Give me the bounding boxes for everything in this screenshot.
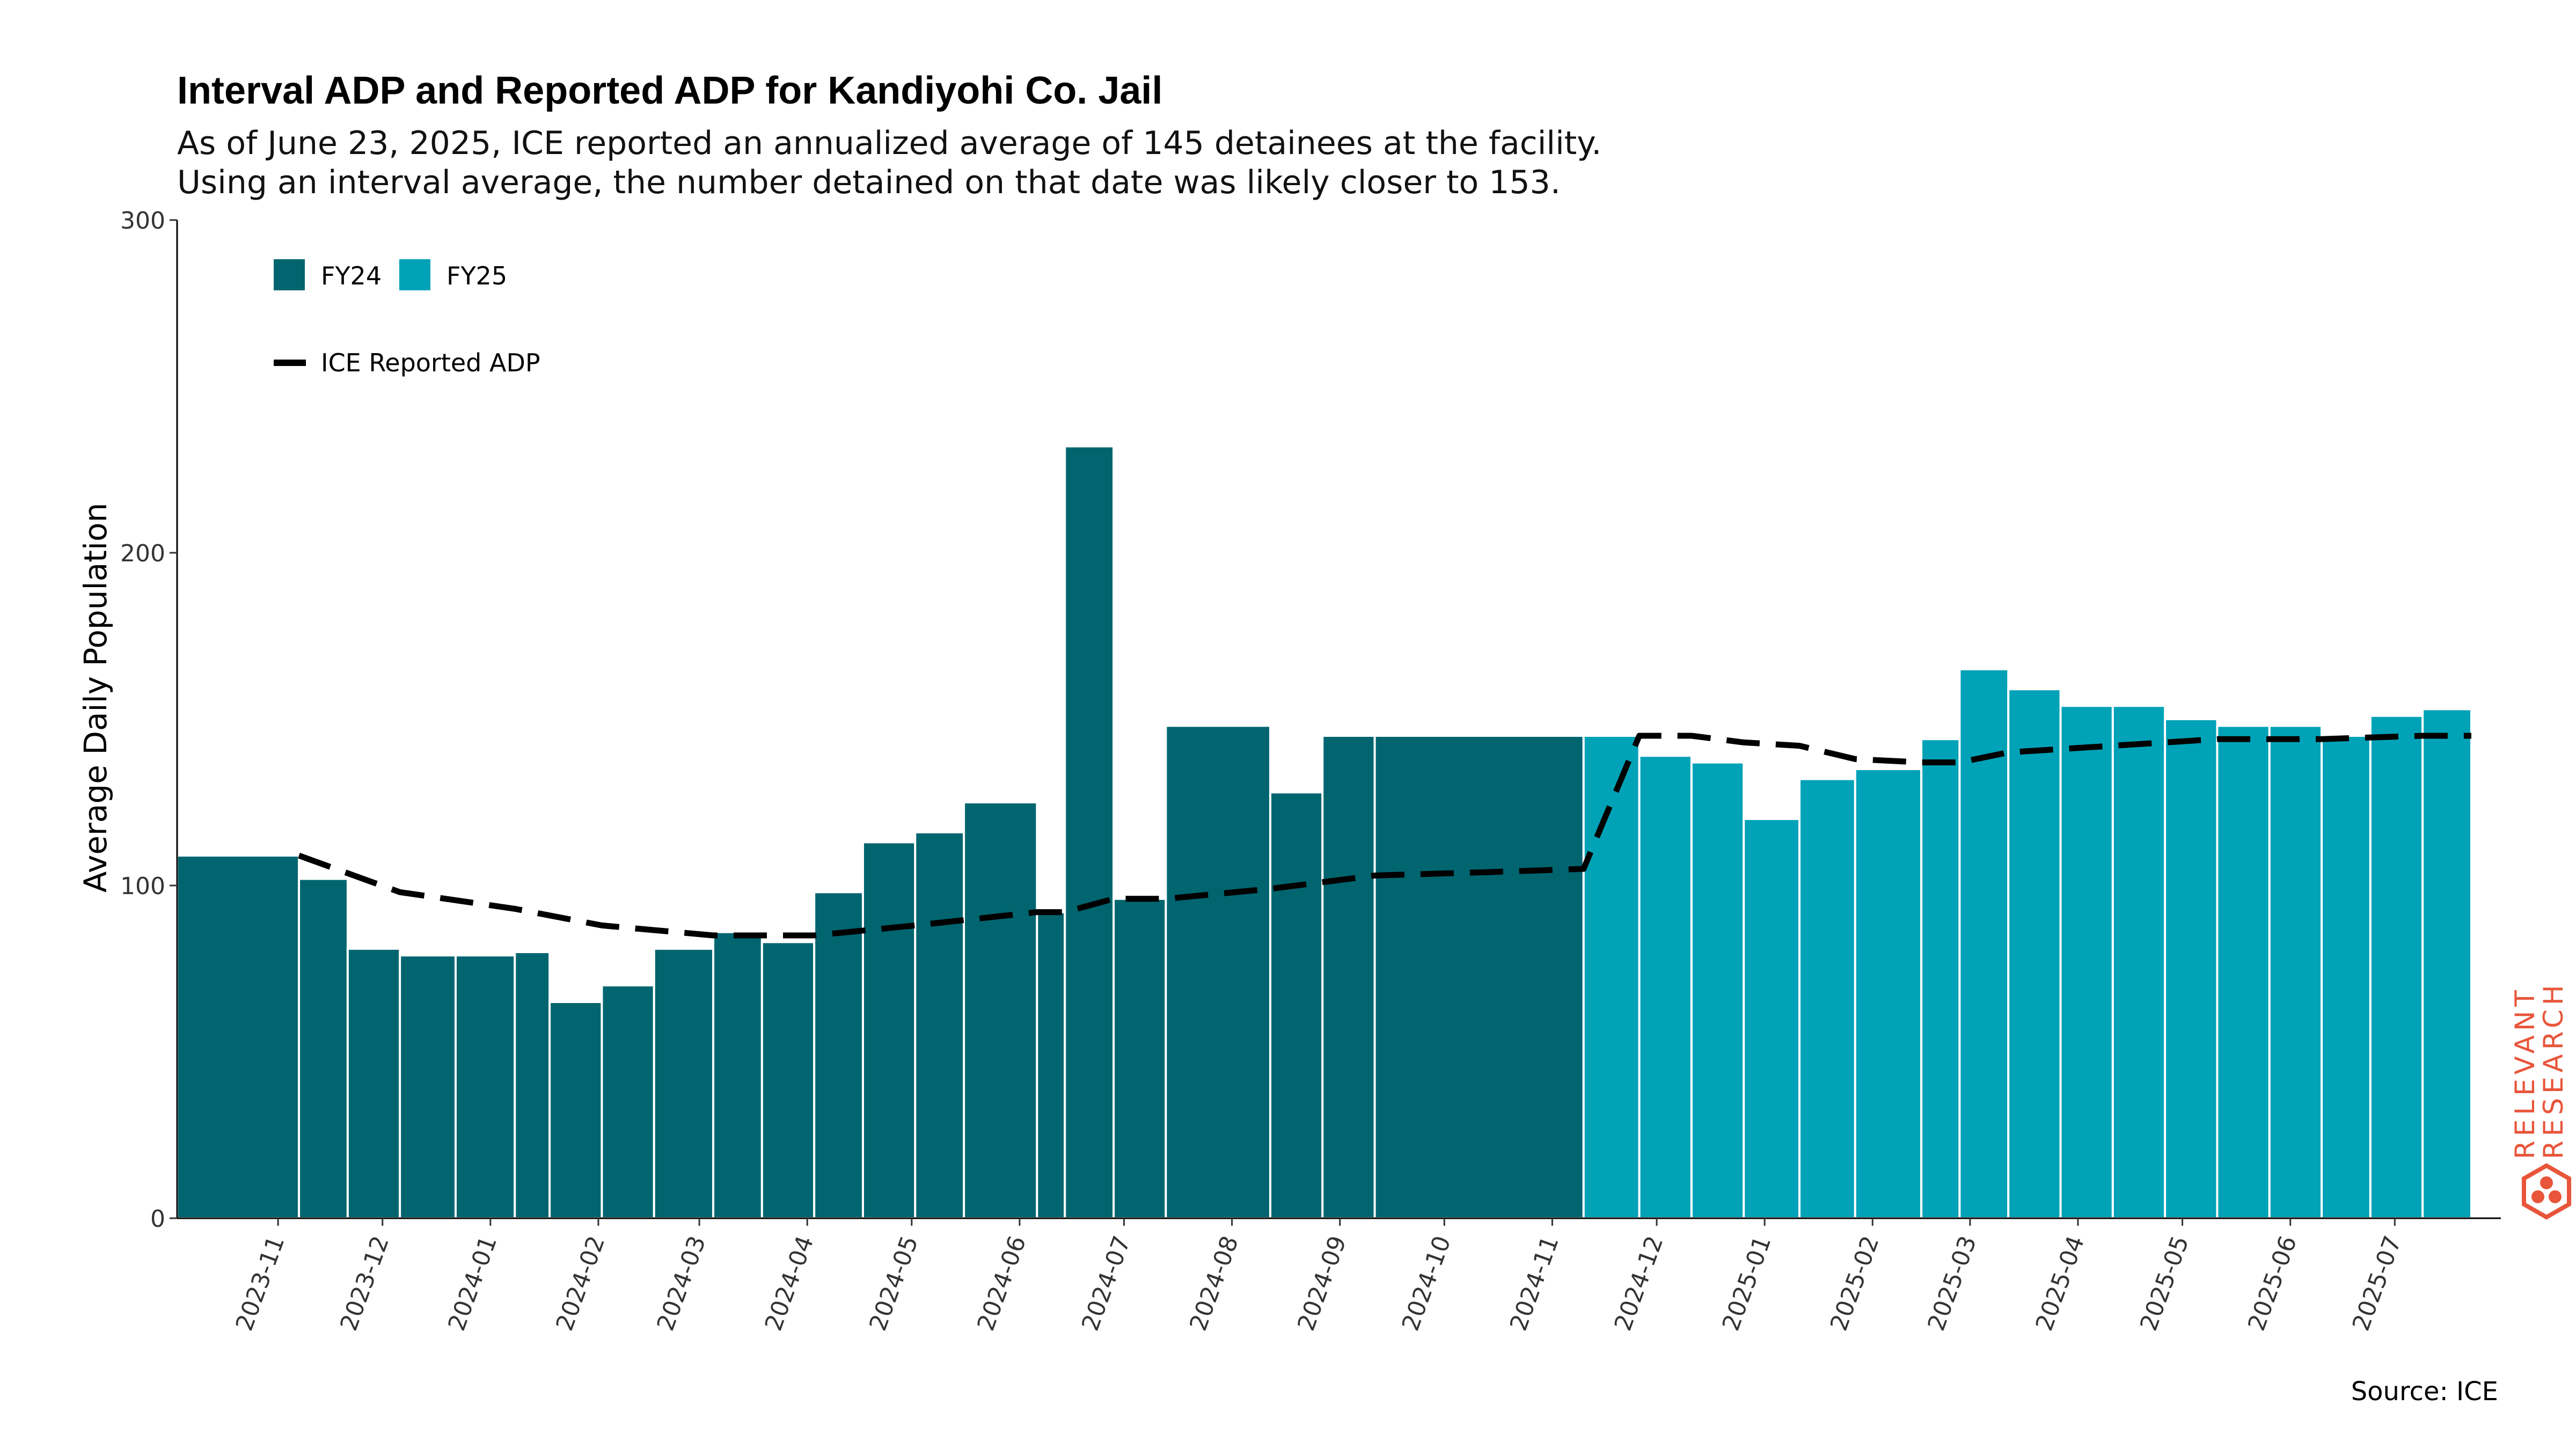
x-tick-label: 2024-08 (1184, 1232, 1244, 1334)
chart-subtitle-line-1: As of June 23, 2025, ICE reported an ann… (177, 125, 1602, 162)
bar-fy24-2024-06-14 (1064, 445, 1115, 1219)
bar-fy24-2024-01-08 (514, 951, 551, 1219)
bar-fy24-2024-08-27 (1321, 735, 1376, 1219)
x-tick-label: 2025-01 (1717, 1232, 1777, 1334)
x-tick-label: 2024-11 (1505, 1232, 1564, 1334)
bar-fy25-2025-01-27 (1854, 768, 1923, 1219)
x-tick-label: 2025-02 (1825, 1232, 1885, 1334)
x-tick-label: 2025-07 (2347, 1232, 2407, 1334)
x-tick-label: 2025-04 (2030, 1232, 2090, 1334)
bar-fy25-2025-04-11 (2111, 705, 2167, 1219)
logo-text-relevant: RELEVANT (2509, 986, 2541, 1159)
legend-label-fy25: FY25 (447, 261, 507, 290)
legend-label-fy24: FY24 (321, 261, 382, 290)
x-tick-label: 2024-05 (864, 1232, 924, 1334)
bar-fy25-2025-03-27 (2059, 705, 2114, 1219)
y-tick-label: 100 (120, 873, 165, 900)
bar-fy24-2024-02-17 (653, 947, 715, 1220)
x-tick-label: 2024-01 (443, 1232, 502, 1334)
bar-fy24-2024-04-03 (813, 891, 864, 1219)
y-tick-label: 200 (120, 540, 165, 567)
bar-fy24-2024-09-11 (1373, 735, 1585, 1219)
relevant-research-logo: RELEVANT RESEARCH (2509, 980, 2571, 1220)
x-tick-label: 2024-03 (652, 1232, 712, 1334)
bar-fy25-2024-12-26 (1743, 818, 1801, 1219)
y-tick-label: 300 (120, 207, 165, 235)
bar-fy24-2024-05-16 (963, 801, 1038, 1219)
x-tick-label: 2024-06 (972, 1232, 1031, 1334)
x-tick-label: 2025-06 (2243, 1232, 2302, 1334)
x-tick-label: 2025-05 (2135, 1232, 2194, 1334)
ice-reported-adp-line (298, 733, 2471, 939)
bars-layer (176, 445, 2473, 1220)
legend-swatch-fy24 (274, 259, 305, 290)
source-note: Source: ICE (2351, 1377, 2498, 1407)
bar-fy25-2024-12-11 (1690, 761, 1745, 1219)
bar-fy25-2025-05-11 (2216, 724, 2271, 1219)
bar-fy24-2023-11-07 (298, 877, 349, 1219)
bar-fy24-2024-06-28 (1113, 897, 1167, 1220)
bar-fy25-2025-01-11 (1798, 778, 1856, 1219)
bar-fy24-2024-07-13 (1165, 724, 1271, 1219)
bar-fy24-2024-02-02 (601, 984, 655, 1219)
x-tick-label: 2023-12 (335, 1232, 394, 1334)
bar-fy24-2024-05-02 (914, 831, 965, 1220)
x-tick-label: 2024-10 (1397, 1232, 1457, 1334)
bar-fy25-2025-06-10 (2321, 735, 2372, 1219)
line-layer (298, 733, 2471, 939)
x-tick-label: 2024-04 (760, 1232, 819, 1334)
logo-text-research: RESEARCH (2538, 980, 2569, 1159)
bar-fy25-2025-06-24 (2369, 714, 2424, 1220)
hexagon-cluster-icon (2522, 1163, 2571, 1220)
x-tick-label: 2025-03 (1922, 1232, 1982, 1334)
x-tick-label: 2023-11 (231, 1232, 290, 1334)
bar-fy25-2025-04-26 (2164, 718, 2219, 1219)
bar-fy24-2023-12-06 (399, 954, 457, 1219)
x-tick-label: 2024-09 (1292, 1232, 1352, 1334)
x-tick-label: 2024-02 (551, 1232, 610, 1334)
bar-fy24-2024-03-05 (712, 931, 763, 1220)
chart-title: Interval ADP and Reported ADP for Kandiy… (177, 69, 1163, 112)
legend: FY24 FY25 ICE Reported ADP (274, 259, 540, 377)
bar-fy24-2024-03-19 (760, 941, 816, 1219)
bar-fy24-2023-12-22 (454, 954, 516, 1219)
x-tick-label: 2024-07 (1077, 1232, 1136, 1334)
bar-fy24-2024-06-06 (1036, 911, 1066, 1219)
legend-swatch-fy25 (399, 259, 430, 290)
bar-fy25-2025-03-12 (2007, 688, 2062, 1219)
bar-fy24-2023-11-21 (346, 947, 401, 1220)
y-tick-label: 0 (150, 1205, 165, 1233)
legend-label-ice-reported: ICE Reported ADP (321, 348, 540, 377)
y-axis-title: Average Daily Population (77, 503, 114, 893)
bar-fy24-2024-08-12 (1269, 791, 1324, 1219)
bar-fy24-2024-01-18 (548, 1001, 603, 1219)
bar-fy25-2024-11-26 (1638, 755, 1693, 1219)
bar-fy25-2025-05-26 (2268, 724, 2323, 1219)
chart-subtitle-line-2: Using an interval average, the number de… (177, 164, 1561, 201)
bar-fy25-2025-02-15 (1920, 738, 1961, 1219)
bar-fy24-2023-10-03 (176, 854, 301, 1219)
bar-fy25-2025-07-09 (2421, 708, 2473, 1219)
bar-fy24-2024-04-17 (861, 841, 917, 1219)
x-tick-label: 2024-12 (1609, 1232, 1669, 1334)
